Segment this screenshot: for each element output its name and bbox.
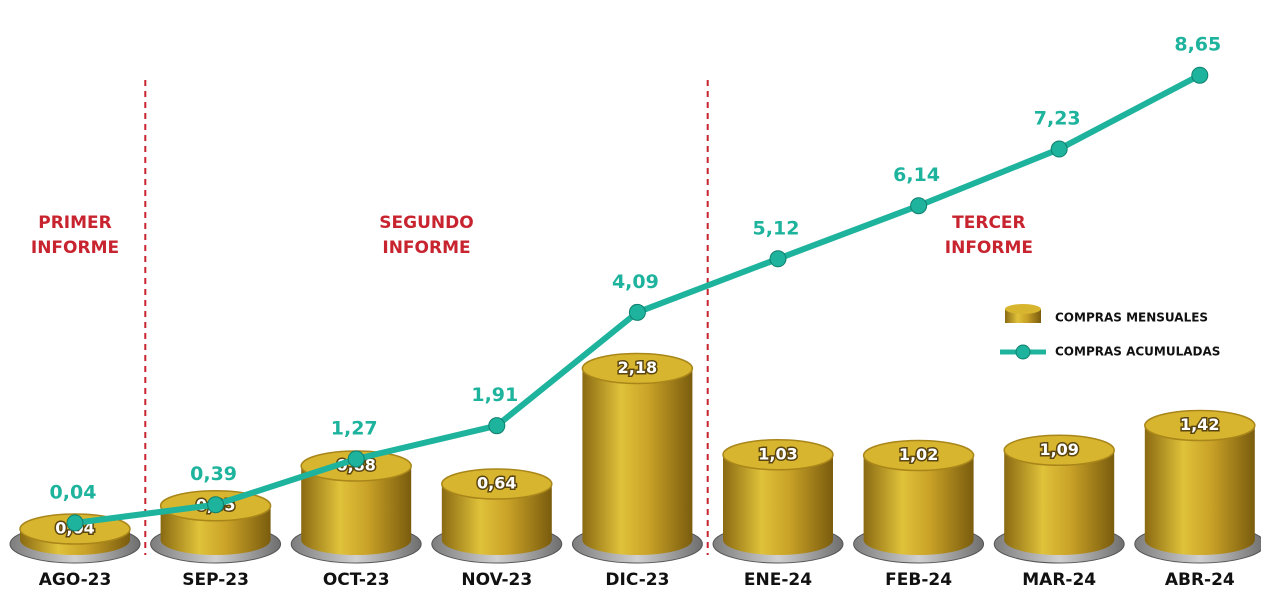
line-point <box>1051 141 1067 157</box>
section-label: INFORME <box>945 238 1033 258</box>
x-tick-label: DIC-23 <box>605 570 669 590</box>
bar-value-label: 2,18 <box>618 358 657 377</box>
x-tick-label: FEB-24 <box>885 570 952 590</box>
bar-value-label: 1,42 <box>1180 415 1219 434</box>
line-point <box>911 198 927 214</box>
bar-value-label: 0,64 <box>477 474 516 493</box>
line-value-label: 4,09 <box>612 271 659 293</box>
line-value-label: 1,91 <box>471 384 518 406</box>
bar-body <box>1145 426 1255 541</box>
x-tick-label: MAR-24 <box>1022 570 1096 590</box>
line-point <box>770 251 786 267</box>
line-value-label: 0,39 <box>190 463 237 485</box>
section-label: SEGUNDO <box>379 213 473 233</box>
line-point <box>629 304 645 320</box>
line-value-label: 6,14 <box>893 164 940 186</box>
x-tick-label: NOV-23 <box>461 570 532 590</box>
line-value-label: 7,23 <box>1034 108 1081 130</box>
bar <box>582 354 692 556</box>
x-tick-label: ABR-24 <box>1165 570 1235 590</box>
x-tick-label: OCT-23 <box>323 570 390 590</box>
legend-label: COMPRAS MENSUALES <box>1055 311 1208 325</box>
section-label: INFORME <box>382 238 470 258</box>
section-label: INFORME <box>31 238 119 258</box>
line-value-label: 8,65 <box>1174 34 1221 56</box>
line-value-label: 0,04 <box>50 481 97 503</box>
chart: PRIMER INFORME SEGUNDO INFORME TERCER INFORME… <box>0 0 1261 592</box>
x-tick-label: ENE-24 <box>744 570 812 590</box>
bar-value-label: 1,02 <box>899 445 938 464</box>
line-value-label: 5,12 <box>753 217 800 239</box>
line-point <box>67 515 83 531</box>
section-label: TERCER <box>952 213 1025 233</box>
legend-swatch <box>1005 304 1041 314</box>
section-label: PRIMER <box>38 213 112 233</box>
x-tick-label: AGO-23 <box>39 570 112 590</box>
bar-body <box>582 369 692 541</box>
bar-value-label: 1,03 <box>758 444 797 463</box>
bar-value-label: 1,09 <box>1039 440 1078 459</box>
x-tick-label: SEP-23 <box>182 570 249 590</box>
legend-label: COMPRAS ACUMULADAS <box>1055 345 1220 359</box>
line-point <box>489 418 505 434</box>
line-point <box>348 451 364 467</box>
line-point <box>208 497 224 513</box>
line-point <box>1192 67 1208 83</box>
legend-swatch <box>1016 345 1030 359</box>
line-value-label: 1,27 <box>331 417 378 439</box>
